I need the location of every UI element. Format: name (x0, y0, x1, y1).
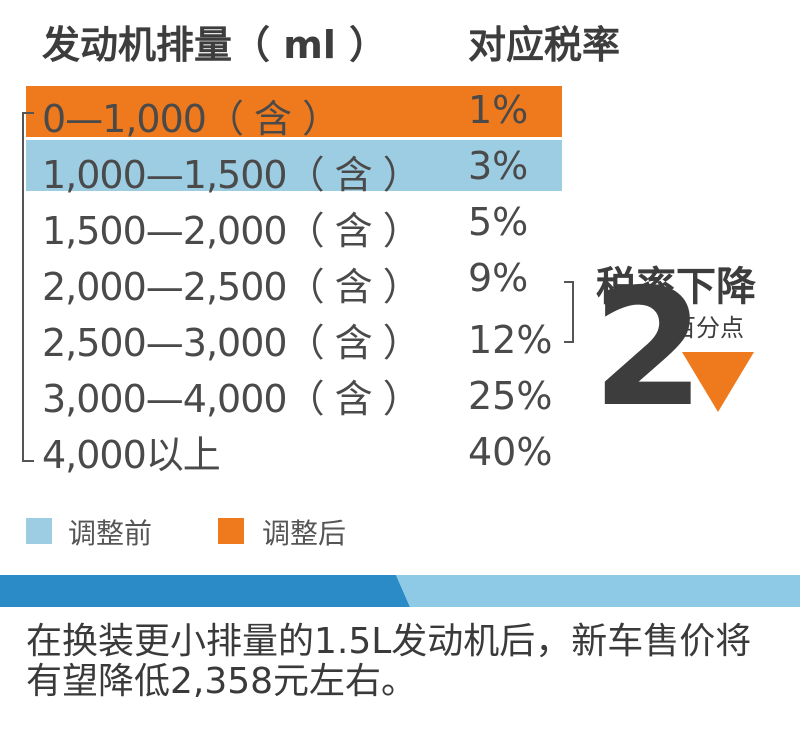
row-rate: 25% (468, 374, 553, 418)
legend-label-before: 调整前 (68, 517, 153, 550)
rows-bracket (22, 112, 34, 462)
divider-band (0, 575, 800, 607)
row-range: 0—1,000（ 含 ） (42, 97, 340, 141)
callout-title: 税率下降 (596, 264, 756, 310)
row-rate: 5% (468, 200, 529, 244)
callout-unit: 百分点 (672, 314, 744, 342)
header-tax-rate: 对应税率 (468, 23, 621, 67)
row-rate: 1% (468, 88, 529, 132)
highlight-before (26, 140, 562, 191)
highlight-after (26, 86, 562, 137)
row-rate: 12% (468, 318, 553, 362)
row-range: 4,000以上 (42, 433, 221, 477)
down-arrow-icon (682, 352, 754, 412)
row-rate: 9% (468, 256, 529, 300)
callout-bracket (564, 281, 574, 343)
footer-note: 在换装更小排量的1.5L发动机后，新车售价将有望降低2,358元左右。 (26, 621, 752, 702)
legend-swatch-before (26, 518, 52, 544)
legend-swatch-after (218, 518, 244, 544)
row-range: 1,000—1,500（ 含 ） (42, 153, 421, 197)
legend-label-after: 调整后 (262, 517, 347, 550)
header-displacement: 发动机排量（ ml ） (42, 23, 388, 67)
row-range: 2,500—3,000（ 含 ） (42, 321, 421, 365)
row-range: 2,000—2,500（ 含 ） (42, 265, 421, 309)
row-range: 3,000—4,000（ 含 ） (42, 377, 421, 421)
row-rate: 40% (468, 430, 553, 474)
row-range: 1,500—2,000（ 含 ） (42, 209, 421, 253)
row-rate: 3% (468, 144, 529, 188)
